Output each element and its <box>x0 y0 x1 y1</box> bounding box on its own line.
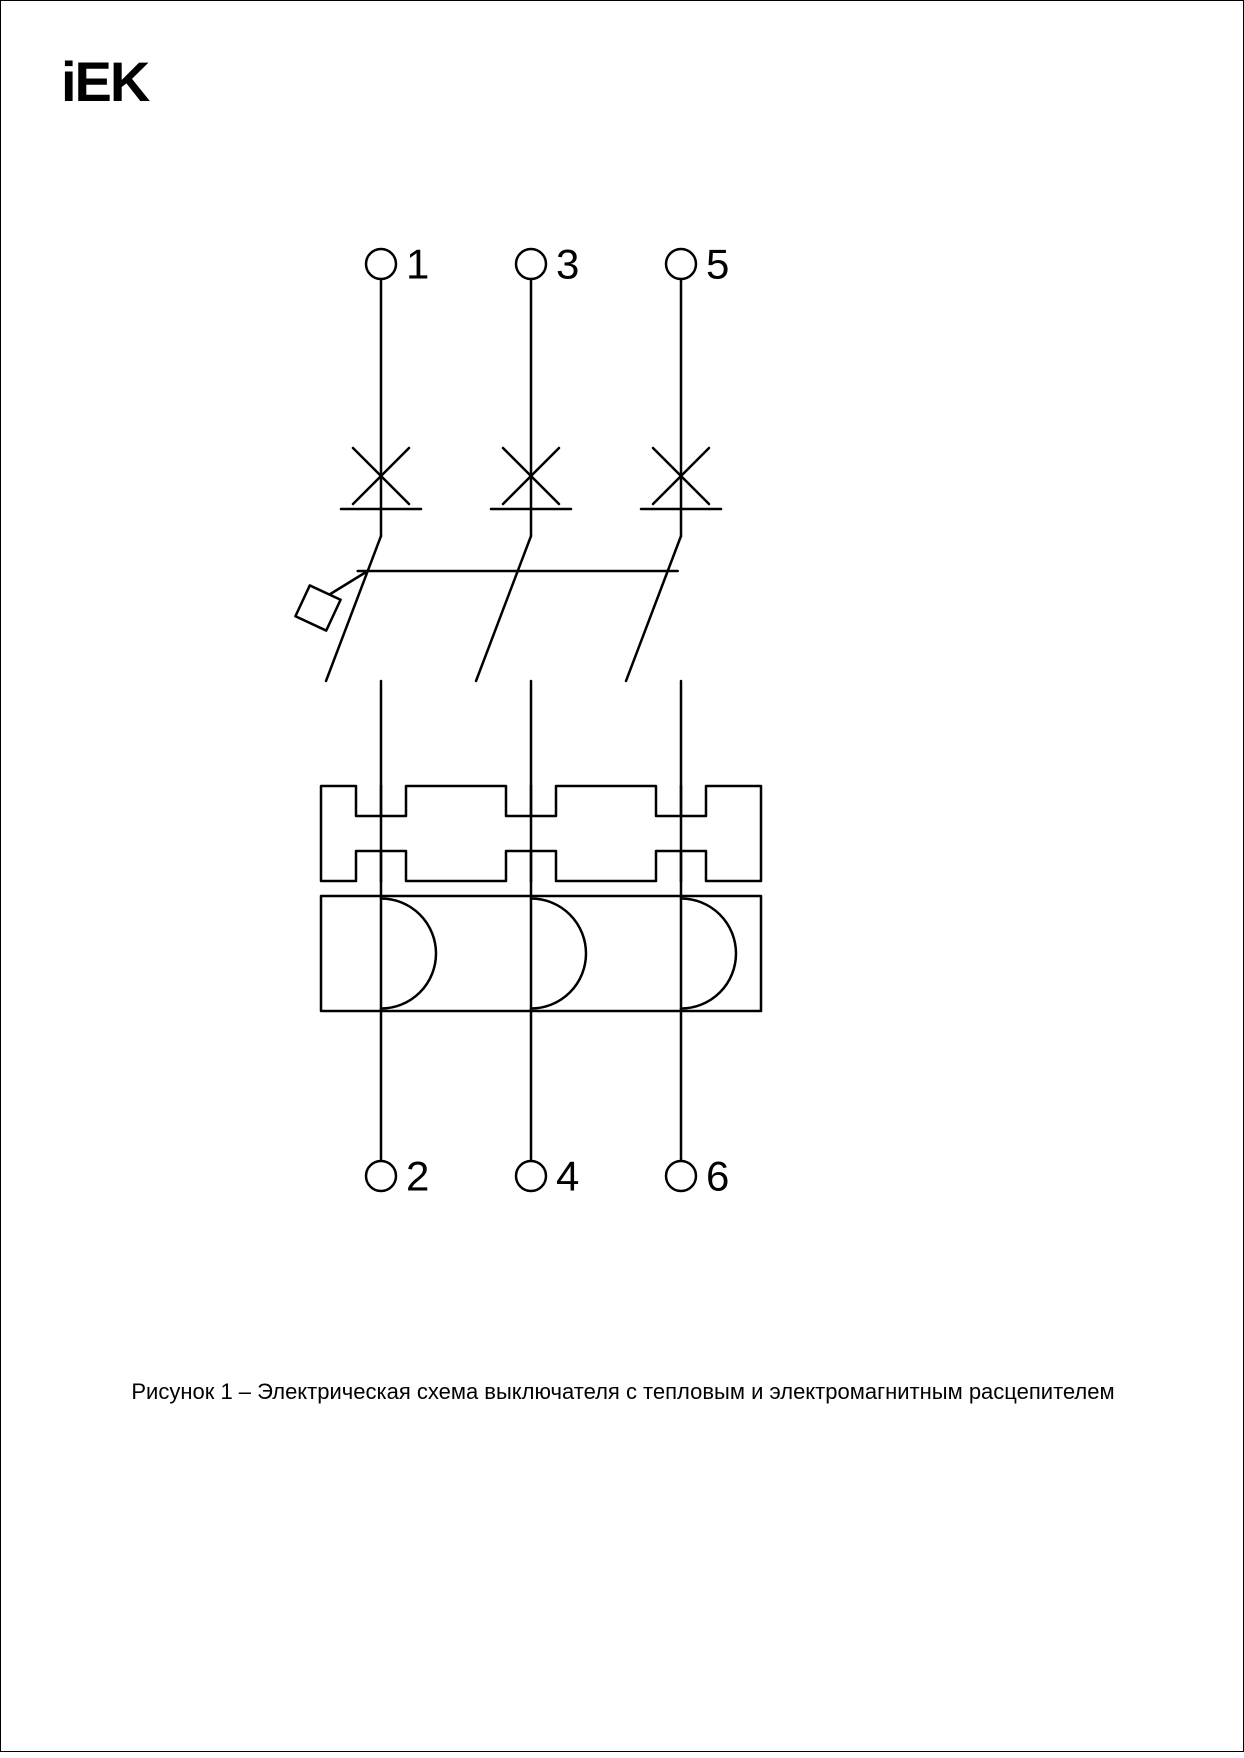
circuit-diagram: 1 2 3 4 5 6 <box>1 1 1244 1753</box>
page: iEK 123456 Рисунок 1 – Электрическая схе… <box>0 0 1244 1752</box>
svg-text:5: 5 <box>706 241 729 288</box>
svg-text:2: 2 <box>406 1153 429 1200</box>
figure-caption: Рисунок 1 – Электрическая схема выключат… <box>1 1379 1244 1405</box>
svg-text:4: 4 <box>556 1153 579 1200</box>
svg-text:3: 3 <box>556 241 579 288</box>
svg-text:1: 1 <box>406 241 429 288</box>
svg-text:6: 6 <box>706 1153 729 1200</box>
